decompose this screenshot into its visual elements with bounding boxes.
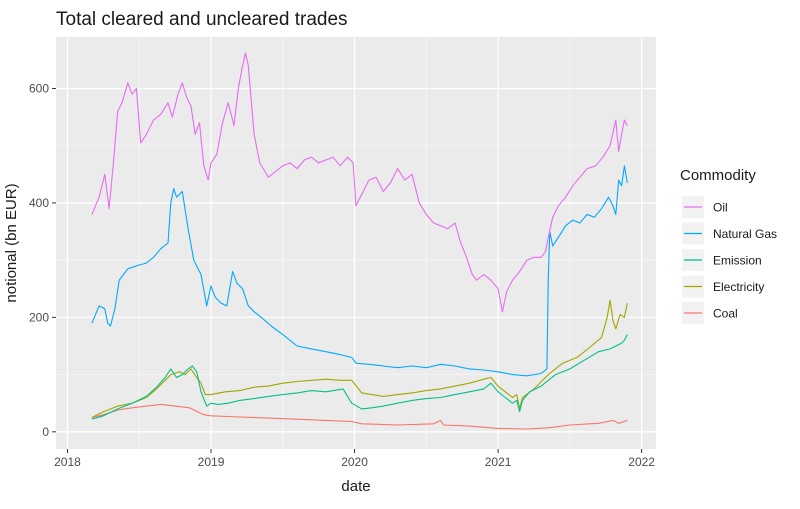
x-axis: 2018 2019 2020 2021 2022 — [54, 449, 655, 469]
series-line-natural-gas — [91, 165, 628, 377]
y-tick-label: 600 — [29, 82, 49, 96]
x-tick-label: 2019 — [198, 455, 225, 469]
legend: Commodity Oil Natural Gas Emission Electric… — [680, 167, 777, 324]
y-axis-label: notional (bn EUR) — [3, 183, 20, 302]
x-axis-label: date — [341, 478, 370, 495]
legend-title: Commodity — [680, 167, 756, 184]
legend-label-oil: Oil — [713, 201, 728, 215]
major-gridlines — [56, 37, 656, 449]
chart-title: Total cleared and uncleared trades — [56, 9, 348, 30]
y-tick-label: 400 — [29, 196, 49, 210]
series-line-coal — [91, 403, 628, 430]
y-tick-label: 200 — [29, 310, 49, 324]
series-line-electricity — [91, 299, 628, 418]
series-line-emission — [91, 334, 628, 420]
x-tick-label: 2021 — [485, 455, 512, 469]
x-tick-label: 2018 — [54, 455, 81, 469]
x-tick-label: 2020 — [341, 455, 368, 469]
legend-label-electricity: Electricity — [713, 280, 764, 294]
y-tick-label: 0 — [42, 425, 49, 439]
legend-label-natural-gas: Natural Gas — [713, 227, 777, 241]
y-axis: 0 200 400 600 — [29, 82, 56, 439]
series-lines — [91, 52, 628, 430]
legend-label-emission: Emission — [713, 254, 762, 268]
legend-label-coal: Coal — [713, 307, 738, 321]
x-tick-label: 2022 — [628, 455, 655, 469]
minor-gridlines — [56, 37, 656, 449]
plot-panel — [56, 37, 656, 449]
series-line-oil — [91, 52, 628, 313]
